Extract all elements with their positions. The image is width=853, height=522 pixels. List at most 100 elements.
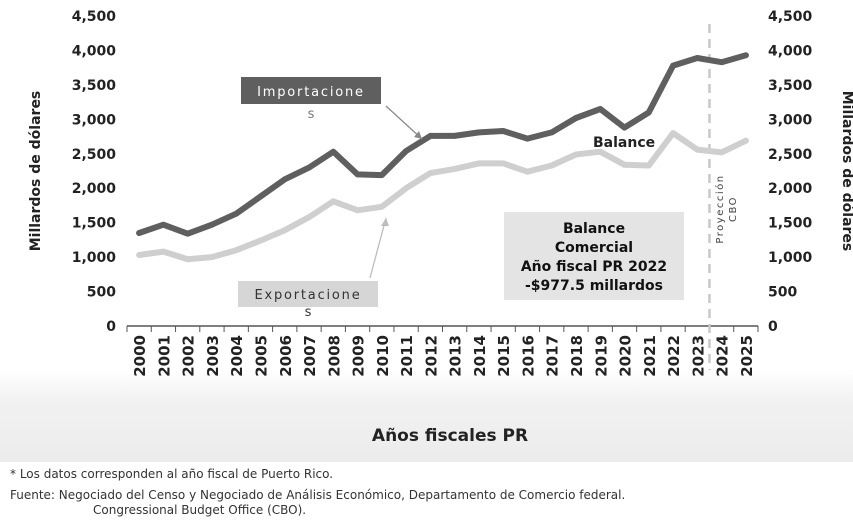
imports-data-point bbox=[379, 172, 385, 178]
x-tick-label: 2007 bbox=[301, 335, 319, 377]
source-note-line2: Congressional Budget Office (CBO). bbox=[93, 503, 307, 517]
exports-data-point bbox=[233, 247, 240, 254]
y-tick-label-left: 0 bbox=[106, 319, 116, 335]
imports-data-point bbox=[573, 115, 579, 121]
x-tick-label: 2000 bbox=[131, 335, 149, 377]
exports-data-point bbox=[597, 148, 604, 155]
exports-data-point bbox=[379, 204, 385, 210]
imports-data-point bbox=[160, 221, 167, 228]
imports-data-point bbox=[718, 59, 725, 65]
x-tick-label: 2021 bbox=[641, 335, 659, 377]
imports-data-point bbox=[427, 133, 434, 139]
x-tick-label: 2008 bbox=[325, 335, 343, 377]
exports-data-point bbox=[306, 214, 312, 220]
y-tick-label-right: 3,000 bbox=[768, 112, 813, 128]
y-tick-label-right: 4,500 bbox=[768, 9, 813, 25]
imports-data-point bbox=[743, 52, 749, 59]
exports-pointer-arrowhead bbox=[381, 218, 389, 226]
x-tick-label: 2011 bbox=[398, 335, 416, 377]
x-tick-label: 2002 bbox=[180, 335, 198, 377]
balance-label: Balance bbox=[593, 135, 655, 151]
imports-data-point bbox=[621, 124, 628, 131]
imports-data-point bbox=[645, 109, 652, 116]
exports-data-point bbox=[476, 160, 482, 167]
exports-data-point bbox=[694, 146, 701, 153]
y-tick-label-left: 2,000 bbox=[72, 181, 117, 197]
imports-data-point bbox=[209, 221, 215, 228]
x-tick-label: 2019 bbox=[592, 335, 610, 377]
imports-data-point bbox=[306, 164, 312, 171]
x-tick-label: 2013 bbox=[447, 335, 465, 377]
imports-data-point bbox=[500, 128, 506, 134]
exports-data-point bbox=[257, 237, 264, 244]
imports-series-line bbox=[136, 52, 749, 237]
x-tick-label: 2012 bbox=[422, 335, 440, 377]
projection-group: Proyección CBO bbox=[708, 24, 739, 370]
y-tick-label-left: 3,500 bbox=[72, 78, 117, 94]
imports-data-point bbox=[524, 135, 531, 142]
balance-box-line: Comercial bbox=[555, 240, 633, 256]
imports-data-point bbox=[354, 171, 361, 178]
exports-data-point bbox=[743, 137, 749, 144]
y-tick-label-left: 1,500 bbox=[72, 216, 117, 232]
imports-data-point bbox=[694, 55, 701, 61]
y-tick-label-left: 4,000 bbox=[72, 43, 117, 59]
exports-data-point bbox=[645, 162, 652, 169]
y-tick-label-right: 500 bbox=[768, 285, 797, 301]
exports-label-text-wrap: s bbox=[305, 305, 312, 320]
imports-data-point bbox=[670, 62, 676, 69]
y-axis-title-left: Millardos de dólares bbox=[28, 91, 44, 252]
y-tick-label-right: 2,500 bbox=[768, 147, 813, 163]
exports-data-point bbox=[136, 252, 142, 258]
imports-label-text: Importacione bbox=[257, 85, 365, 100]
x-tick-label: 2020 bbox=[617, 335, 635, 377]
x-tick-label: 2003 bbox=[204, 335, 222, 377]
x-tick-label: 2016 bbox=[519, 335, 537, 377]
y-tick-label-right: 0 bbox=[768, 319, 778, 335]
exports-data-point bbox=[573, 151, 579, 158]
y-tick-label-right: 3,500 bbox=[768, 78, 813, 94]
imports-data-point bbox=[184, 230, 191, 237]
imports-label-text-wrap: s bbox=[308, 107, 315, 122]
y-tick-label-left: 2,500 bbox=[72, 147, 117, 163]
x-tick-label: 2017 bbox=[544, 335, 562, 377]
x-tick-label: 2024 bbox=[714, 335, 732, 377]
footnote-fiscal-year: * Los datos corresponden al año fiscal d… bbox=[10, 467, 334, 481]
imports-label-box bbox=[241, 77, 381, 104]
exports-data-point bbox=[160, 248, 167, 255]
exports-pointer-line bbox=[369, 217, 387, 279]
balance-box-line: Año fiscal PR 2022 bbox=[521, 259, 667, 275]
footer-background bbox=[0, 370, 853, 462]
exports-data-point bbox=[524, 168, 531, 175]
y-tick-label-left: 4,500 bbox=[72, 9, 117, 25]
y-tick-label-left: 500 bbox=[87, 285, 116, 301]
balance-box-line: -$977.5 millardos bbox=[525, 278, 663, 294]
imports-data-point bbox=[403, 148, 409, 154]
imports-data-point bbox=[548, 129, 555, 136]
series-group bbox=[136, 52, 749, 263]
exports-data-point bbox=[718, 149, 725, 156]
x-tick-label: 2025 bbox=[738, 335, 756, 377]
x-tick-label: 2018 bbox=[568, 335, 586, 377]
imports-data-point bbox=[451, 133, 458, 139]
exports-data-point bbox=[670, 130, 676, 136]
exports-data-point bbox=[621, 162, 628, 168]
x-tick-label: 2015 bbox=[495, 335, 513, 377]
exports-label-text: Exportacione bbox=[254, 288, 361, 303]
x-tick-label: 2023 bbox=[689, 335, 707, 377]
y-tick-label-right: 1,500 bbox=[768, 216, 813, 232]
x-tick-label: 2014 bbox=[471, 335, 489, 377]
y-tick-label-right: 1,000 bbox=[768, 250, 813, 266]
y-tick-label-left: 3,000 bbox=[72, 112, 117, 128]
x-tick-label: 2010 bbox=[374, 335, 392, 377]
imports-data-point bbox=[257, 193, 264, 200]
exports-data-point bbox=[548, 162, 555, 169]
imports-pointer-line bbox=[385, 105, 423, 140]
exports-series-line bbox=[136, 130, 749, 263]
axes-group: 0 0 500 500 1,000 1,000 1,500 1,500 2,000 2,000 2,… bbox=[28, 9, 853, 377]
x-tick-label: 2001 bbox=[155, 335, 173, 377]
x-tick-label: 2004 bbox=[228, 335, 246, 377]
exports-data-point bbox=[403, 185, 409, 192]
y-axis-title-right: Millardos de dólares bbox=[839, 91, 853, 252]
